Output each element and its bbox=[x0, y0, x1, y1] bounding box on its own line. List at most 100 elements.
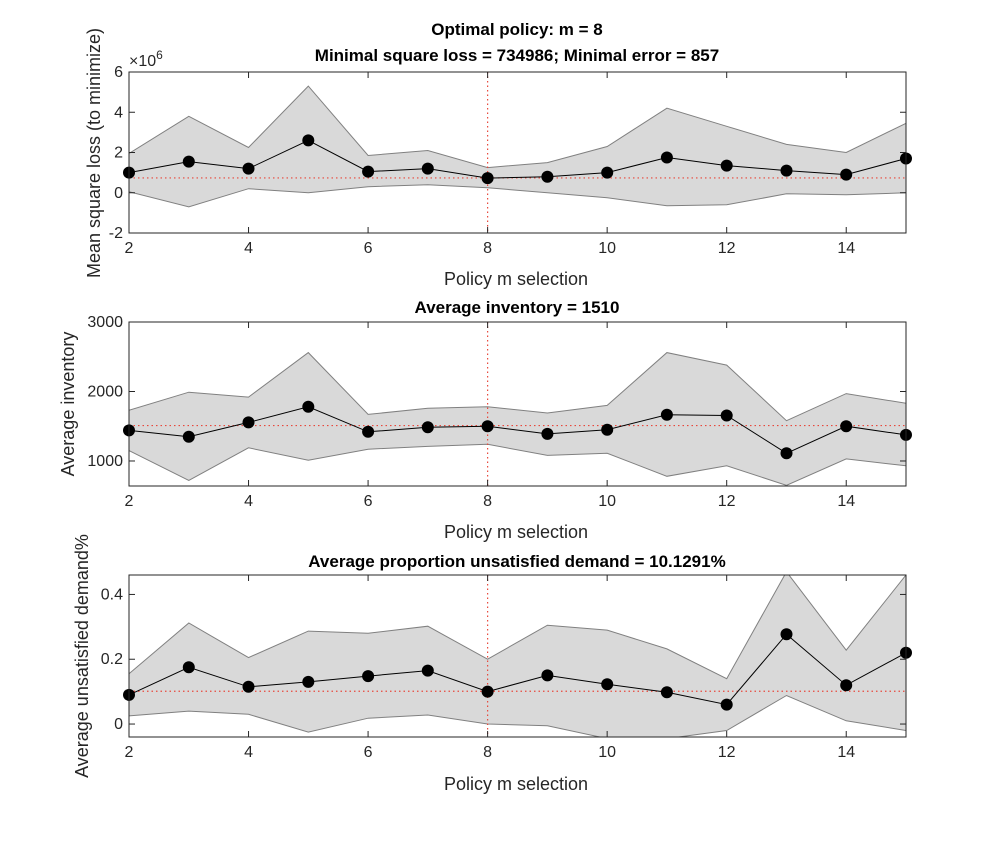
p3-xtick-label-4: 4 bbox=[244, 744, 253, 761]
p3-ytick-label-0.2: 0.2 bbox=[101, 651, 123, 668]
p2-xtick-label-8: 8 bbox=[483, 493, 492, 510]
p3-plot-content bbox=[129, 575, 906, 737]
p3-mean-point-m3 bbox=[182, 661, 195, 674]
p2-axes-box bbox=[128, 321, 907, 487]
p3-mean-point-m10 bbox=[601, 678, 614, 691]
p1-xtick-label-12: 12 bbox=[718, 240, 736, 257]
p3-mean-point-m5 bbox=[302, 675, 315, 688]
p2-ytick-label-2000: 2000 bbox=[87, 383, 123, 400]
panel1-title-line1: Optimal policy: m = 8 bbox=[431, 20, 602, 39]
p2-mean-point-m10 bbox=[601, 423, 614, 436]
p3-mean-line bbox=[128, 633, 907, 706]
p1-upper-bound-line bbox=[129, 85, 906, 169]
p2-mean-point-m7 bbox=[421, 421, 434, 434]
panel1-xlabel: Policy m selection bbox=[444, 269, 588, 289]
p2-ytick-label-3000: 3000 bbox=[87, 314, 123, 331]
p2-mean-line bbox=[128, 406, 907, 454]
p2-xtick-label-12: 12 bbox=[718, 493, 736, 510]
p2-xtick-label-10: 10 bbox=[598, 493, 616, 510]
p2-mean-point-m11 bbox=[660, 408, 673, 421]
p1-mean-point-m14 bbox=[840, 168, 853, 181]
p1-ytick-label-6: 6 bbox=[114, 64, 123, 81]
panel3-xlabel: Policy m selection bbox=[444, 774, 588, 794]
p2-mean-point-m13 bbox=[780, 447, 793, 460]
p1-mean-line bbox=[128, 139, 907, 179]
panel2-ylabel: Average inventory bbox=[58, 332, 78, 477]
p1-ytick-label-2: 2 bbox=[114, 145, 123, 162]
p2-mean-point-m4 bbox=[242, 416, 255, 429]
p2-mean-point-m3 bbox=[182, 430, 195, 443]
p1-lower-bound-line bbox=[129, 184, 906, 208]
p2-ytick-label-1000: 1000 bbox=[87, 453, 123, 470]
panel1-y-exponent-base: ×10 bbox=[129, 53, 156, 70]
p1-plot-content bbox=[129, 72, 906, 233]
p3-ytick-label-0.4: 0.4 bbox=[101, 586, 123, 603]
p3-mean-point-m4 bbox=[242, 680, 255, 693]
p2-plot-content bbox=[129, 322, 906, 486]
p1-mean-point-m7 bbox=[421, 162, 434, 175]
p2-xtick-label-4: 4 bbox=[244, 493, 253, 510]
p1-ytick-label-4: 4 bbox=[114, 104, 123, 121]
panel1-y-exponent: ×106 bbox=[129, 48, 163, 70]
p2-lower-bound-line bbox=[129, 443, 906, 486]
panel2-xlabel: Policy m selection bbox=[444, 522, 588, 542]
p3-xtick-label-14: 14 bbox=[837, 744, 855, 761]
p3-xtick-label-6: 6 bbox=[364, 744, 373, 761]
p1-mean-point-m10 bbox=[601, 166, 614, 179]
p1-ytick-label-0: 0 bbox=[114, 185, 123, 202]
p1-mean-point-m5 bbox=[302, 134, 315, 147]
panel1-title-line2: Minimal square loss = 734986; Minimal er… bbox=[315, 46, 719, 65]
panel3-title: Average proportion unsatisfied demand = … bbox=[308, 552, 725, 571]
p2-mean-point-m14 bbox=[840, 420, 853, 433]
panel2-title: Average inventory = 1510 bbox=[415, 298, 620, 317]
p2-mean-point-m9 bbox=[541, 427, 554, 440]
p2-xtick-label-2: 2 bbox=[125, 493, 134, 510]
panel2-plot: 2 4 6 8 10 12 14 1000 2000 3000 bbox=[87, 314, 912, 510]
p1-mean-point-m8 bbox=[481, 172, 494, 185]
panel1-plot: 2 4 6 8 10 12 14 -2 0 2 4 6 bbox=[109, 64, 912, 257]
p3-mean-point-m12 bbox=[720, 698, 733, 711]
p1-xtick-label-8: 8 bbox=[483, 240, 492, 257]
p1-mean-point-m3 bbox=[182, 155, 195, 168]
p1-xtick-label-6: 6 bbox=[364, 240, 373, 257]
p1-xtick-label-4: 4 bbox=[244, 240, 253, 257]
p3-xtick-label-10: 10 bbox=[598, 744, 616, 761]
p1-confidence-band bbox=[129, 86, 906, 207]
p2-mean-point-m8 bbox=[481, 420, 494, 433]
p3-mean-point-m8 bbox=[481, 685, 494, 698]
panel1-ylabel: Mean square loss (to minimize) bbox=[84, 28, 104, 278]
p1-mean-point-m13 bbox=[780, 164, 793, 177]
p3-ytick-label-0: 0 bbox=[114, 716, 123, 733]
p1-mean-point-m12 bbox=[720, 159, 733, 172]
panel-mean-square-loss: Optimal policy: m = 8 Minimal square los… bbox=[84, 20, 912, 289]
panel3-ylabel: Average unsatisfied demand% bbox=[72, 534, 92, 778]
p1-mean-point-m4 bbox=[242, 162, 255, 175]
p3-mean-point-m14 bbox=[840, 679, 853, 692]
p2-mean-point-m5 bbox=[302, 400, 315, 413]
p3-mean-point-m7 bbox=[421, 664, 434, 677]
panel1-y-exponent-power: 6 bbox=[156, 48, 163, 62]
p2-mean-point-m12 bbox=[720, 409, 733, 422]
p3-mean-point-m6 bbox=[362, 670, 375, 683]
p1-xtick-label-14: 14 bbox=[837, 240, 855, 257]
p3-xtick-label-2: 2 bbox=[125, 744, 134, 761]
p3-mean-point-m13 bbox=[780, 628, 793, 641]
p2-confidence-band bbox=[129, 352, 906, 486]
p1-ytick-label--2: -2 bbox=[109, 225, 123, 242]
p2-xtick-label-6: 6 bbox=[364, 493, 373, 510]
p3-mean-point-m11 bbox=[660, 686, 673, 699]
p1-mean-point-m6 bbox=[362, 165, 375, 178]
p1-xtick-label-10: 10 bbox=[598, 240, 616, 257]
panel-unsatisfied-demand: Average proportion unsatisfied demand = … bbox=[72, 534, 912, 794]
p3-lower-bound-line bbox=[129, 694, 906, 737]
p3-xtick-label-12: 12 bbox=[718, 744, 736, 761]
panel-average-inventory: Average inventory = 1510 2 4 6 8 10 12 1410002… bbox=[58, 298, 912, 542]
p1-mean-point-m11 bbox=[660, 151, 673, 164]
p1-mean-point-m9 bbox=[541, 170, 554, 183]
p1-xtick-label-2: 2 bbox=[125, 240, 134, 257]
p3-confidence-band bbox=[129, 575, 906, 737]
p3-upper-bound-line bbox=[129, 575, 906, 680]
p2-xtick-label-14: 14 bbox=[837, 493, 855, 510]
p2-upper-bound-line bbox=[129, 351, 906, 422]
